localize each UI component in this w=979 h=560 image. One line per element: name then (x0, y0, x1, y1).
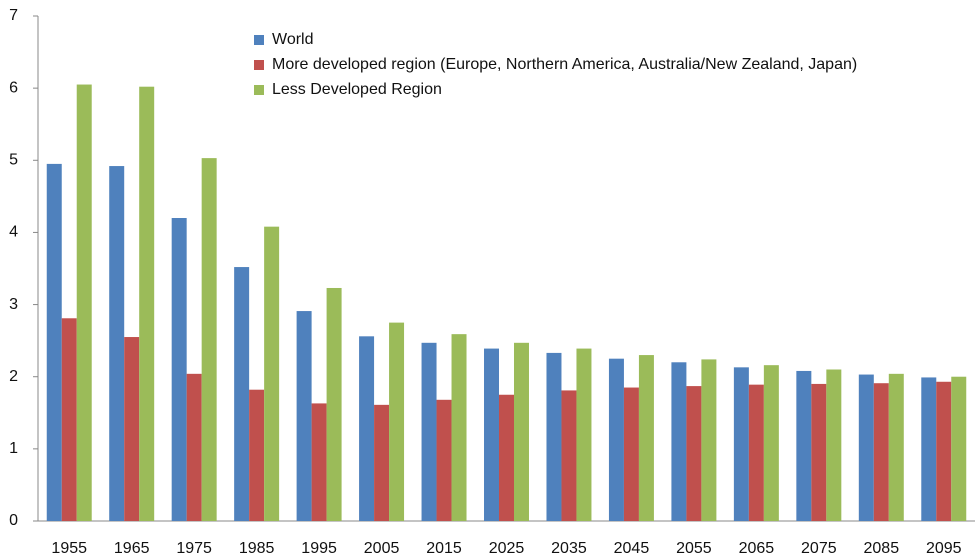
bar (888, 373, 904, 521)
bar (671, 362, 687, 521)
legend-label: Less Developed Region (272, 81, 442, 98)
bar (311, 403, 327, 521)
x-tick-label: 2045 (614, 540, 650, 557)
x-tick-label: 2005 (364, 540, 400, 557)
legend-label: World (272, 31, 314, 48)
bar (763, 365, 779, 521)
bar (748, 384, 764, 521)
bar (499, 394, 514, 521)
bar (921, 377, 937, 521)
x-tick-label: 2065 (739, 540, 775, 557)
x-tick-label: 1975 (176, 540, 212, 557)
bar (608, 358, 624, 521)
y-tick-label: 6 (9, 79, 18, 96)
bar (186, 373, 202, 521)
bar (326, 287, 342, 521)
y-tick-label: 0 (9, 512, 18, 529)
bar (359, 336, 375, 521)
x-tick-label: 2025 (489, 540, 525, 557)
bar (546, 352, 562, 521)
bar (873, 383, 889, 521)
bar (436, 399, 452, 521)
bar (858, 374, 874, 521)
bar (826, 369, 842, 521)
y-tick-label: 4 (9, 224, 18, 241)
x-tick-label: 2055 (676, 540, 712, 557)
x-tick-label: 2085 (864, 540, 900, 557)
bar (124, 337, 140, 521)
x-tick-label: 1955 (51, 540, 87, 557)
y-tick-label: 5 (9, 152, 18, 169)
bar (234, 267, 250, 521)
y-tick-label: 2 (9, 368, 18, 385)
legend-label: More developed region (Europe, Northern … (272, 56, 857, 73)
bar (811, 383, 827, 521)
bar (139, 86, 155, 521)
bar (701, 359, 717, 521)
x-tick-label: 2035 (551, 540, 587, 557)
bar (451, 334, 467, 521)
x-tick-label: 1995 (301, 540, 337, 557)
bar (109, 166, 125, 522)
x-tick-label: 2075 (801, 540, 837, 557)
bar (296, 311, 312, 521)
bar (951, 376, 967, 521)
bar (733, 367, 749, 521)
bar (561, 390, 577, 521)
bar (389, 322, 405, 521)
x-tick-label: 1965 (114, 540, 150, 557)
bar (171, 218, 187, 521)
legend-swatch (254, 60, 264, 70)
x-tick-label: 2015 (426, 540, 462, 557)
bar (421, 342, 437, 521)
x-tick-label: 2095 (926, 540, 962, 557)
bar (374, 404, 390, 521)
legend-swatch (254, 85, 264, 95)
y-tick-label: 7 (9, 7, 18, 24)
x-tick-label: 1985 (239, 540, 275, 557)
y-tick-label: 3 (9, 296, 18, 313)
bar (796, 370, 812, 521)
bar (686, 386, 702, 521)
legend-swatch (254, 35, 264, 45)
bar (61, 318, 77, 521)
bar (484, 348, 500, 521)
bar (638, 355, 654, 521)
bar (576, 348, 592, 521)
bar (46, 163, 62, 521)
bar (623, 387, 639, 521)
bar (936, 381, 952, 521)
bar (201, 158, 217, 521)
bar (264, 226, 280, 521)
bar (513, 342, 529, 521)
y-tick-label: 1 (9, 440, 18, 457)
bar (76, 84, 92, 522)
bar (249, 389, 265, 521)
